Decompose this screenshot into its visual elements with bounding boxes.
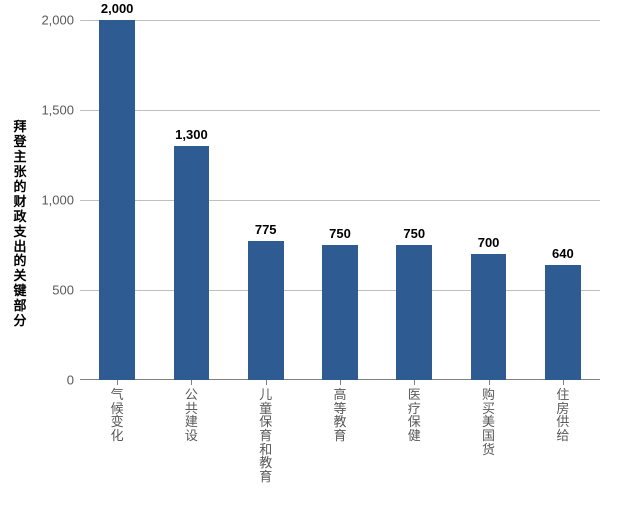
x-axis-tick <box>117 380 118 385</box>
x-tick-label: 公共建设 <box>183 388 199 443</box>
gridline <box>80 110 600 111</box>
gridline <box>80 200 600 201</box>
y-tick-label: 0 <box>67 373 74 388</box>
bar-value-label: 750 <box>403 226 425 241</box>
bar-fill <box>174 146 210 380</box>
bar-fill <box>322 245 358 380</box>
bar-fill <box>471 254 507 380</box>
x-tick-label: 医疗保健 <box>406 388 422 443</box>
bar-fill <box>396 245 432 380</box>
x-axis-tick <box>191 380 192 385</box>
chart-container: 拜登主张的财政支出的关键部分 05001,0001,5002,0002,000气… <box>0 0 620 505</box>
bar: 640 <box>545 265 581 380</box>
y-tick-label: 500 <box>52 283 74 298</box>
x-tick-label: 购买美国货 <box>481 388 497 456</box>
bar-value-label: 640 <box>552 246 574 261</box>
x-tick-label: 高等教育 <box>332 388 348 443</box>
plot-area: 05001,0001,5002,0002,000气候变化1,300公共建设775… <box>80 20 600 380</box>
gridline <box>80 20 600 21</box>
bar-value-label: 700 <box>478 235 500 250</box>
bar-fill <box>99 20 135 380</box>
x-tick-label: 儿童保育和教育 <box>258 388 274 483</box>
x-tick-label: 气候变化 <box>109 388 125 443</box>
x-axis-tick <box>489 380 490 385</box>
x-axis-tick <box>563 380 564 385</box>
bar-fill <box>545 265 581 380</box>
bar: 1,300 <box>174 146 210 380</box>
bar-value-label: 775 <box>255 222 277 237</box>
x-tick-label: 住房供给 <box>555 388 571 443</box>
bar-fill <box>248 241 284 381</box>
bar: 775 <box>248 241 284 381</box>
y-axis-label: 拜登主张的财政支出的关键部分 <box>12 120 28 329</box>
x-axis-tick <box>266 380 267 385</box>
bar: 700 <box>471 254 507 380</box>
y-tick-label: 1,000 <box>41 193 74 208</box>
bar-value-label: 2,000 <box>101 1 134 16</box>
x-axis-tick <box>340 380 341 385</box>
bar-value-label: 750 <box>329 226 351 241</box>
bar-value-label: 1,300 <box>175 127 208 142</box>
y-tick-label: 1,500 <box>41 103 74 118</box>
x-axis-tick <box>414 380 415 385</box>
bar: 750 <box>322 245 358 380</box>
bar: 750 <box>396 245 432 380</box>
y-tick-label: 2,000 <box>41 13 74 28</box>
bar: 2,000 <box>99 20 135 380</box>
